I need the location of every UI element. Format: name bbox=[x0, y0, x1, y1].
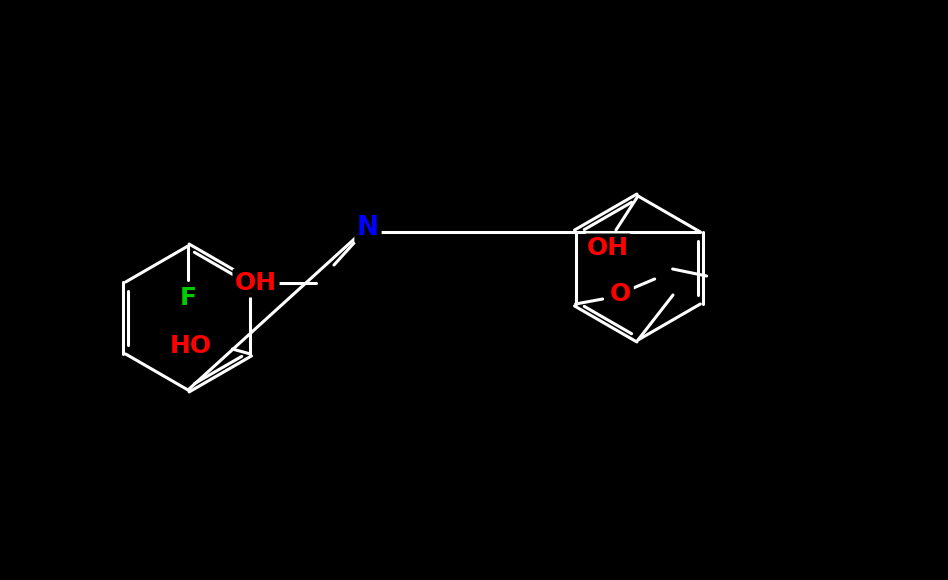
Text: F: F bbox=[179, 286, 196, 310]
Bar bbox=[195, 336, 237, 356]
Bar bbox=[237, 273, 275, 293]
Text: OH: OH bbox=[587, 236, 629, 260]
Text: N: N bbox=[357, 215, 379, 241]
Text: OH: OH bbox=[235, 271, 277, 295]
Bar bbox=[177, 288, 199, 308]
Text: O: O bbox=[610, 282, 631, 306]
Text: HO: HO bbox=[171, 334, 212, 358]
Bar bbox=[589, 238, 627, 258]
Bar bbox=[357, 218, 379, 238]
Bar bbox=[610, 284, 631, 304]
